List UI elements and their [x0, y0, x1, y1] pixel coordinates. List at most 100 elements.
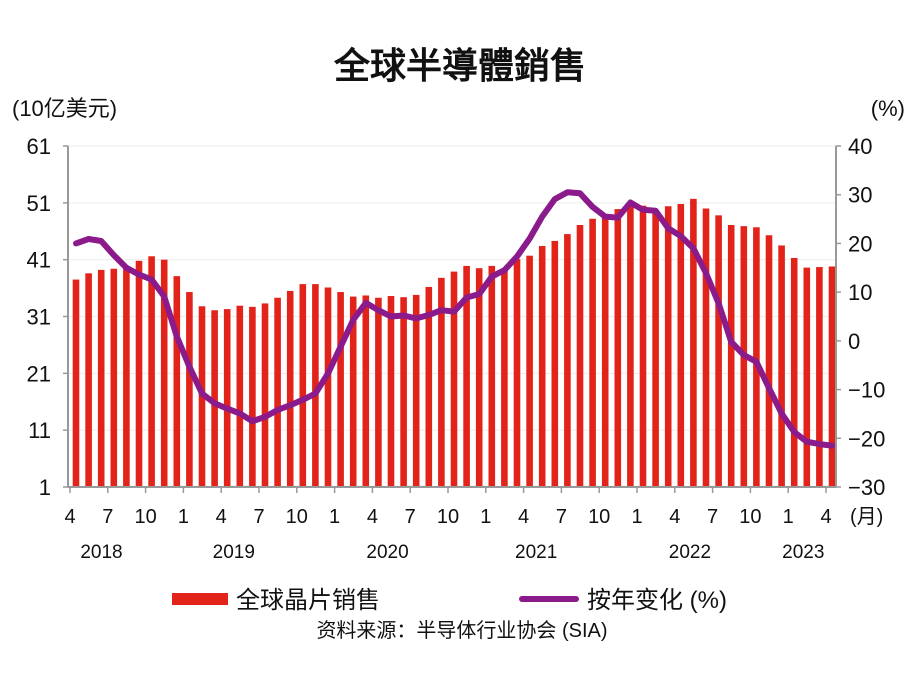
x-tick-label: 1 — [631, 506, 642, 528]
x-tick-label: 7 — [707, 506, 718, 528]
bar — [576, 224, 584, 487]
bar — [488, 265, 496, 487]
bar — [614, 209, 622, 487]
bar — [97, 269, 105, 487]
source-note: 资料来源：半导体行业协会 (SIA) — [316, 619, 607, 642]
bar — [816, 267, 823, 487]
bar — [375, 297, 382, 487]
bar — [715, 215, 722, 487]
bar-series — [72, 198, 836, 488]
x-tick-label: 4 — [518, 506, 529, 528]
bar — [72, 279, 80, 487]
year-label: 2023 — [782, 542, 824, 563]
legend-line-label: 按年变化 (%) — [587, 587, 727, 614]
bar — [438, 277, 445, 487]
bar — [110, 268, 118, 487]
legend-bar-label: 全球晶片销售 — [236, 587, 380, 614]
bar — [702, 208, 710, 487]
left-tick-label: 51 — [27, 191, 51, 216]
legend: 全球晶片销售 按年变化 (%) — [172, 587, 727, 614]
bar — [400, 297, 407, 487]
left-tick-label: 61 — [27, 134, 51, 159]
bar — [123, 266, 130, 487]
bar — [664, 206, 672, 487]
legend-bar-swatch — [172, 593, 228, 605]
bar — [778, 245, 785, 487]
bar — [753, 227, 760, 487]
right-tick-label: −20 — [848, 426, 885, 451]
bar — [639, 205, 647, 488]
yoy-line — [73, 189, 835, 449]
bar — [274, 297, 281, 487]
bar — [803, 267, 811, 487]
right-tick-label: 10 — [848, 280, 872, 305]
x-tick-label: 10 — [286, 506, 308, 528]
x-tick-label: 1 — [480, 506, 491, 528]
bar — [261, 303, 269, 487]
bar — [412, 294, 420, 487]
bar — [160, 259, 168, 487]
bar — [765, 235, 773, 487]
x-tick-label: 4 — [216, 506, 227, 528]
bar — [299, 284, 307, 487]
bar — [286, 290, 294, 487]
bar — [186, 292, 193, 487]
x-tick-label: 7 — [556, 506, 567, 528]
right-axis-unit: (%) — [871, 96, 905, 121]
bar — [249, 306, 256, 487]
bar — [223, 309, 231, 487]
x-tick-label: 10 — [437, 506, 459, 528]
right-tick-label: −30 — [848, 475, 885, 500]
x-tick-label: 1 — [783, 506, 794, 528]
bar — [589, 218, 596, 487]
x-tick-label: 4 — [820, 506, 831, 528]
x-tick-label: 4 — [64, 506, 75, 528]
bar — [85, 273, 92, 487]
x-tick-label: 4 — [367, 506, 378, 528]
year-label: 2021 — [515, 542, 557, 563]
bar — [463, 265, 470, 487]
year-label: 2019 — [213, 542, 255, 563]
bar — [526, 255, 533, 487]
bar — [387, 296, 395, 487]
year-label: 2018 — [80, 542, 122, 563]
x-tick-label: 1 — [178, 506, 189, 528]
right-tick-label: 20 — [848, 231, 872, 256]
left-tick-label: 21 — [27, 361, 51, 386]
bar — [652, 210, 659, 487]
bar — [135, 260, 143, 487]
year-label: 2022 — [669, 542, 711, 563]
x-tick-label: 1 — [329, 506, 340, 528]
right-tick-label: 0 — [848, 329, 860, 354]
x-tick-label: 7 — [405, 506, 416, 528]
bar — [173, 276, 181, 487]
bar — [211, 310, 218, 487]
right-tick-label: −10 — [848, 378, 885, 403]
bar — [551, 240, 559, 487]
bar — [538, 246, 546, 487]
bar — [362, 295, 370, 487]
x-tick-label: 10 — [739, 506, 761, 528]
bar — [236, 305, 244, 487]
right-tick-label: 30 — [848, 183, 872, 208]
year-label: 2020 — [366, 542, 408, 563]
x-tick-label: 4 — [669, 506, 680, 528]
bar — [690, 198, 697, 488]
bar — [501, 269, 508, 487]
left-tick-label: 31 — [27, 305, 51, 330]
bar — [425, 286, 433, 487]
bar — [513, 259, 521, 487]
left-tick-label: 1 — [39, 475, 51, 500]
bar — [627, 205, 634, 487]
chart-title: 全球半導體銷售 — [333, 45, 586, 86]
bar — [148, 256, 155, 487]
left-tick-label: 41 — [27, 248, 51, 273]
bar — [828, 266, 836, 487]
x-tick-label: 10 — [588, 506, 610, 528]
x-axis-unit: (月) — [850, 506, 883, 528]
line-series — [73, 189, 835, 449]
bar — [349, 296, 357, 487]
right-tick-label: 40 — [848, 134, 872, 159]
